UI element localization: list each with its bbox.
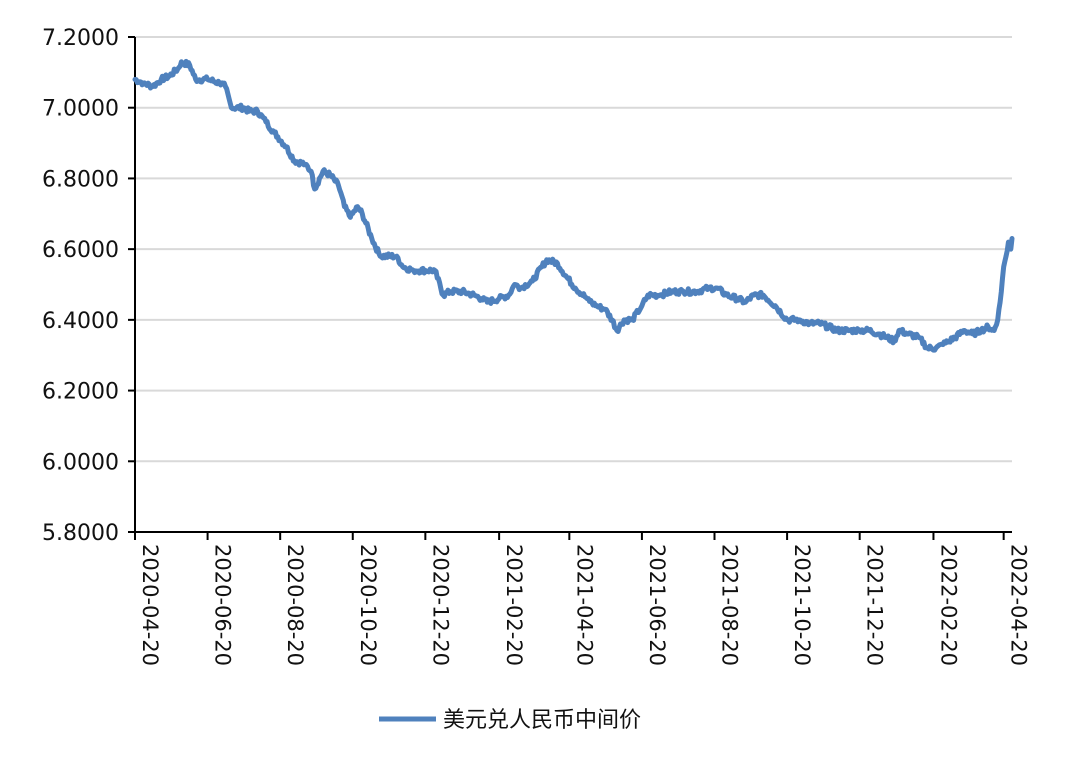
- x-tick-label: 2020-12-20: [428, 544, 452, 666]
- y-tick-label: 6.4000: [42, 309, 119, 334]
- legend: 美元兑人民币中间价: [379, 708, 641, 733]
- series-group: [132, 58, 1015, 353]
- x-tick-label: 2020-10-20: [356, 544, 380, 666]
- x-axis-ticks: 2020-04-20 2020-06-20 2020-08-20 2020-10-20…: [134, 532, 1031, 666]
- y-axis-ticks: 7.2000 7.0000 6.8000 6.6000 6.4000 6.2000 6.00…: [42, 26, 135, 546]
- y-tick-label: 6.2000: [42, 380, 119, 405]
- x-tick-label: 2021-06-20: [645, 544, 669, 666]
- x-tick-label: 2021-12-20: [863, 544, 887, 666]
- x-tick-label: 2022-02-20: [936, 544, 960, 666]
- y-tick-label: 6.0000: [42, 450, 119, 475]
- x-tick-label: 2021-08-20: [718, 544, 742, 666]
- x-tick-label: 2021-10-20: [790, 544, 814, 666]
- series-line: [132, 58, 1015, 353]
- x-tick-label: 2021-02-20: [502, 544, 526, 666]
- legend-label: 美元兑人民币中间价: [443, 708, 641, 733]
- y-tick-label: 7.0000: [42, 97, 119, 122]
- grid-lines: [135, 36, 1012, 463]
- x-tick-label: 2022-04-20: [1007, 544, 1031, 666]
- x-tick-label: 2021-04-20: [572, 544, 596, 666]
- x-tick-label: 2020-04-20: [138, 544, 162, 666]
- x-tick-label: 2020-08-20: [283, 544, 307, 666]
- y-tick-label: 5.8000: [42, 521, 119, 546]
- y-tick-label: 7.2000: [42, 26, 119, 51]
- x-tick-label: 2020-06-20: [211, 544, 235, 666]
- y-tick-label: 6.6000: [42, 238, 119, 263]
- y-tick-label: 6.8000: [42, 167, 119, 192]
